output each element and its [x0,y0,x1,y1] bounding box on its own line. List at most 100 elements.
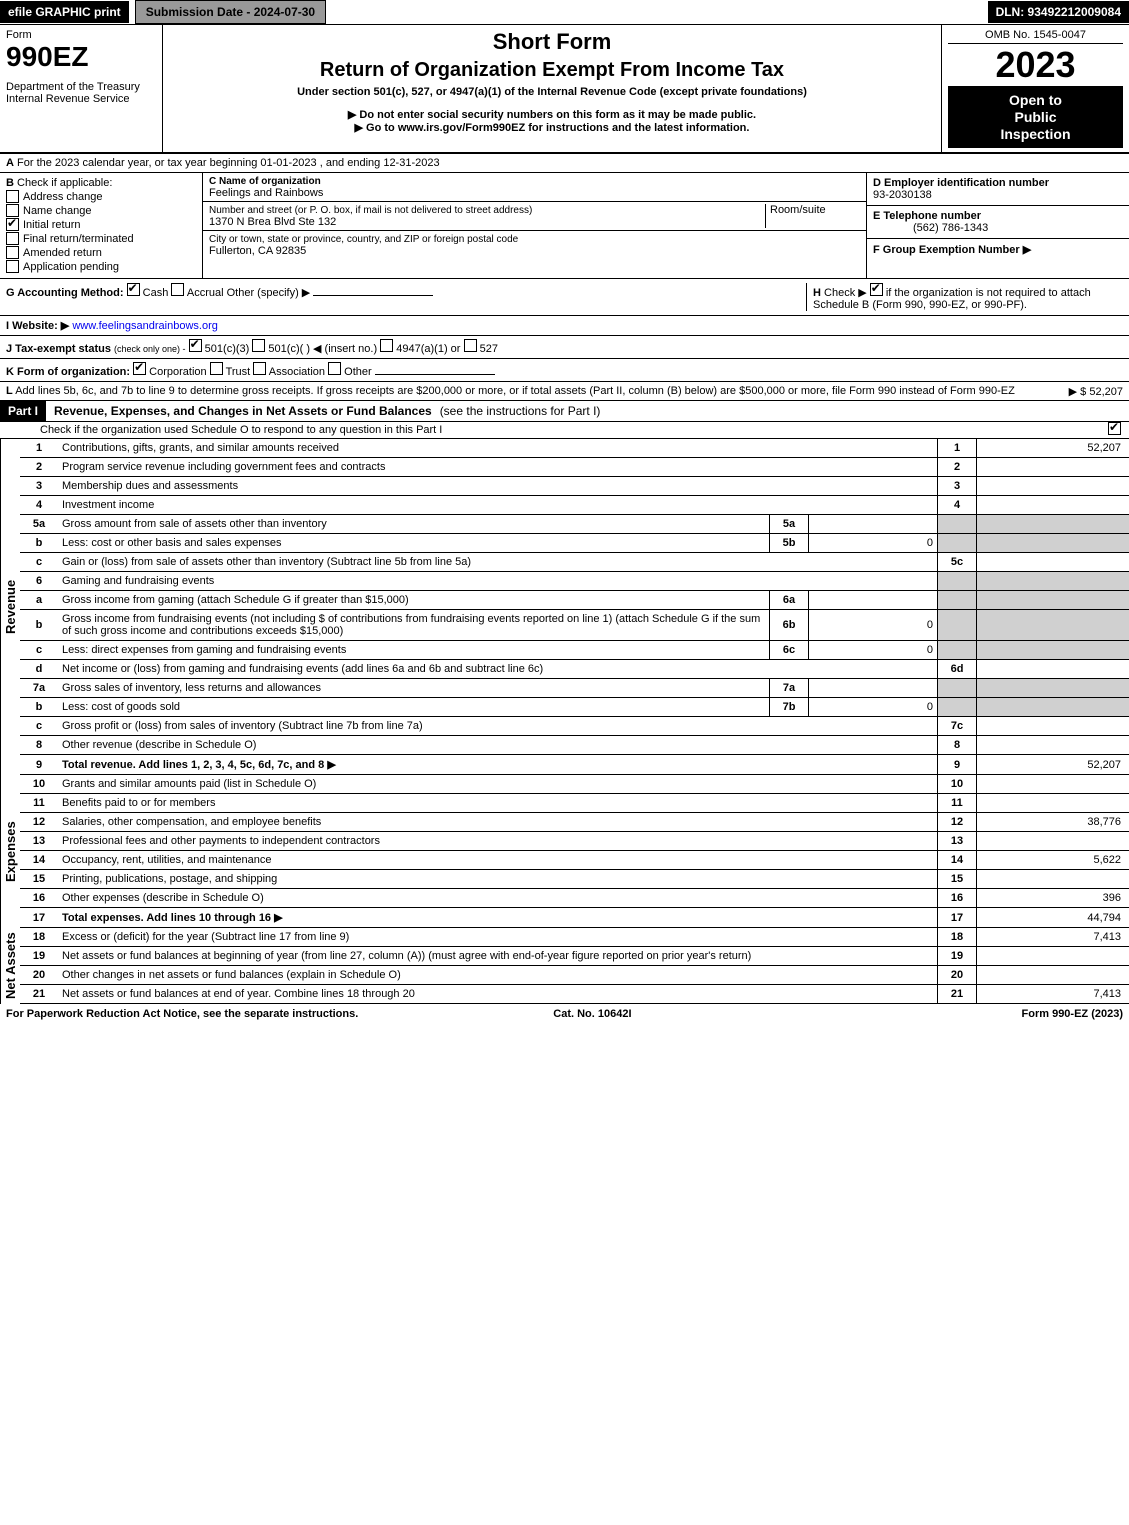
part-1-label: Part I [0,401,46,421]
line-b: bLess: cost of goods sold7b0 [20,698,1129,717]
line-15: 15Printing, publications, postage, and s… [20,870,1129,889]
row-i: I Website: ▶ www.feelingsandrainbows.org [0,316,1129,336]
header-right: OMB No. 1545-0047 2023 Open to Public In… [942,25,1129,152]
accounting-method-label: G Accounting Method: [6,287,124,299]
group-exemption-label: F Group Exemption Number ▶ [873,244,1031,256]
section-b: B Check if applicable: Address changeNam… [0,173,203,278]
dept-treasury: Department of the Treasury [6,81,156,93]
line-a: aGross income from gaming (attach Schedu… [20,591,1129,610]
association-checkbox[interactable] [253,362,266,375]
expenses-table: 10Grants and similar amounts paid (list … [20,775,1129,928]
addr-label: Number and street (or P. O. box, if mail… [209,205,532,216]
netassets-table: 18Excess or (deficit) for the year (Subt… [20,928,1129,1004]
tax-year: 2023 [948,44,1123,86]
line-10: 10Grants and similar amounts paid (list … [20,775,1129,794]
501c-checkbox[interactable] [252,339,265,352]
form-version: Form 990-EZ (2023) [1022,1008,1123,1020]
checkbox-amended-return[interactable]: Amended return [6,246,196,259]
revenue-side-label: Revenue [0,439,20,775]
expenses-side-label: Expenses [0,775,20,928]
form-subtitle: Under section 501(c), 527, or 4947(a)(1)… [171,86,933,98]
line-1: 1Contributions, gifts, grants, and simil… [20,439,1129,458]
street-address: 1370 N Brea Blvd Ste 132 [209,216,336,228]
instructions-note: ▶ Go to www.irs.gov/Form990EZ for instru… [171,121,933,134]
submission-date: Submission Date - 2024-07-30 [135,0,326,24]
checkbox-initial-return[interactable]: Initial return [6,218,196,231]
line-4: 4Investment income4 [20,496,1129,515]
line-9: 9Total revenue. Add lines 1, 2, 3, 4, 5c… [20,755,1129,775]
line-c: cGross profit or (loss) from sales of in… [20,717,1129,736]
phone-label: E Telephone number [873,210,981,222]
other-checkbox[interactable] [328,362,341,375]
header-left: Form 990EZ Department of the Treasury In… [0,25,163,152]
revenue-table: 1Contributions, gifts, grants, and simil… [20,439,1129,775]
ein-label: D Employer identification number [873,177,1049,189]
schedule-b-checkbox[interactable] [870,283,883,296]
corporation-checkbox[interactable] [133,362,146,375]
line-19: 19Net assets or fund balances at beginni… [20,947,1129,966]
line-c: cLess: direct expenses from gaming and f… [20,641,1129,660]
page-footer: For Paperwork Reduction Act Notice, see … [0,1004,1129,1024]
privacy-note: ▶ Do not enter social security numbers o… [171,108,933,121]
checkbox-final-return-terminated[interactable]: Final return/terminated [6,232,196,245]
line-16: 16Other expenses (describe in Schedule O… [20,889,1129,908]
line-b: bGross income from fundraising events (n… [20,610,1129,641]
row-l: L Add lines 5b, 6c, and 7b to line 9 to … [0,382,1129,401]
line-2: 2Program service revenue including gover… [20,458,1129,477]
part-1-check-row: Check if the organization used Schedule … [0,422,1129,439]
org-name: Feelings and Rainbows [209,187,323,199]
header-center: Short Form Return of Organization Exempt… [163,25,942,152]
form-header: Form 990EZ Department of the Treasury In… [0,25,1129,154]
form-number: 990EZ [6,41,156,73]
room-suite-label: Room/suite [770,204,826,216]
line-12: 12Salaries, other compensation, and empl… [20,813,1129,832]
org-name-label: C Name of organization [209,176,321,187]
section-c: C Name of organization Feelings and Rain… [203,173,867,278]
efile-label: efile GRAPHIC print [0,1,129,23]
top-bar: efile GRAPHIC print Submission Date - 20… [0,0,1129,25]
city-label: City or town, state or province, country… [209,234,518,245]
ein-value: 93-2030138 [873,189,932,201]
expenses-section: Expenses 10Grants and similar amounts pa… [0,775,1129,928]
line-14: 14Occupancy, rent, utilities, and mainte… [20,851,1129,870]
city-state-zip: Fullerton, CA 92835 [209,245,306,257]
501c3-checkbox[interactable] [189,339,202,352]
short-form-title: Short Form [171,29,933,55]
line-c: cGain or (loss) from sale of assets othe… [20,553,1129,572]
gross-receipts-amount: ▶ $ 52,207 [1069,385,1123,398]
line-7a: 7aGross sales of inventory, less returns… [20,679,1129,698]
schedule-o-checkbox[interactable] [1108,422,1121,435]
row-k: K Form of organization: Corporation Trus… [0,359,1129,382]
section-d-e-f: D Employer identification number 93-2030… [867,173,1129,278]
line-5a: 5aGross amount from sale of assets other… [20,515,1129,534]
line-13: 13Professional fees and other payments t… [20,832,1129,851]
line-17: 17Total expenses. Add lines 10 through 1… [20,908,1129,928]
section-h: H Check ▶ if the organization is not req… [806,283,1123,311]
line-8: 8Other revenue (describe in Schedule O)8 [20,736,1129,755]
section-a: A For the 2023 calendar year, or tax yea… [0,154,1129,173]
line-20: 20Other changes in net assets or fund ba… [20,966,1129,985]
cash-checkbox[interactable] [127,283,140,296]
website-link[interactable]: www.feelingsandrainbows.org [72,320,218,332]
checkbox-address-change[interactable]: Address change [6,190,196,203]
line-11: 11Benefits paid to or for members11 [20,794,1129,813]
checkbox-name-change[interactable]: Name change [6,204,196,217]
line-3: 3Membership dues and assessments3 [20,477,1129,496]
4947-checkbox[interactable] [380,339,393,352]
checkbox-application-pending[interactable]: Application pending [6,260,196,273]
line-b: bLess: cost or other basis and sales exp… [20,534,1129,553]
trust-checkbox[interactable] [210,362,223,375]
sections-b-c-d: B Check if applicable: Address changeNam… [0,173,1129,279]
accrual-checkbox[interactable] [171,283,184,296]
irs-label: Internal Revenue Service [6,93,156,105]
phone-value: (562) 786-1343 [873,222,988,234]
line-21: 21Net assets or fund balances at end of … [20,985,1129,1004]
tax-year-range: For the 2023 calendar year, or tax year … [17,157,440,169]
netassets-section: Net Assets 18Excess or (deficit) for the… [0,928,1129,1004]
form-title: Return of Organization Exempt From Incom… [171,59,933,82]
paperwork-notice: For Paperwork Reduction Act Notice, see … [6,1008,358,1020]
public-inspection-badge: Open to Public Inspection [948,86,1123,148]
527-checkbox[interactable] [464,339,477,352]
catalog-number: Cat. No. 10642I [553,1008,631,1020]
dln-label: DLN: 93492212009084 [988,1,1129,23]
